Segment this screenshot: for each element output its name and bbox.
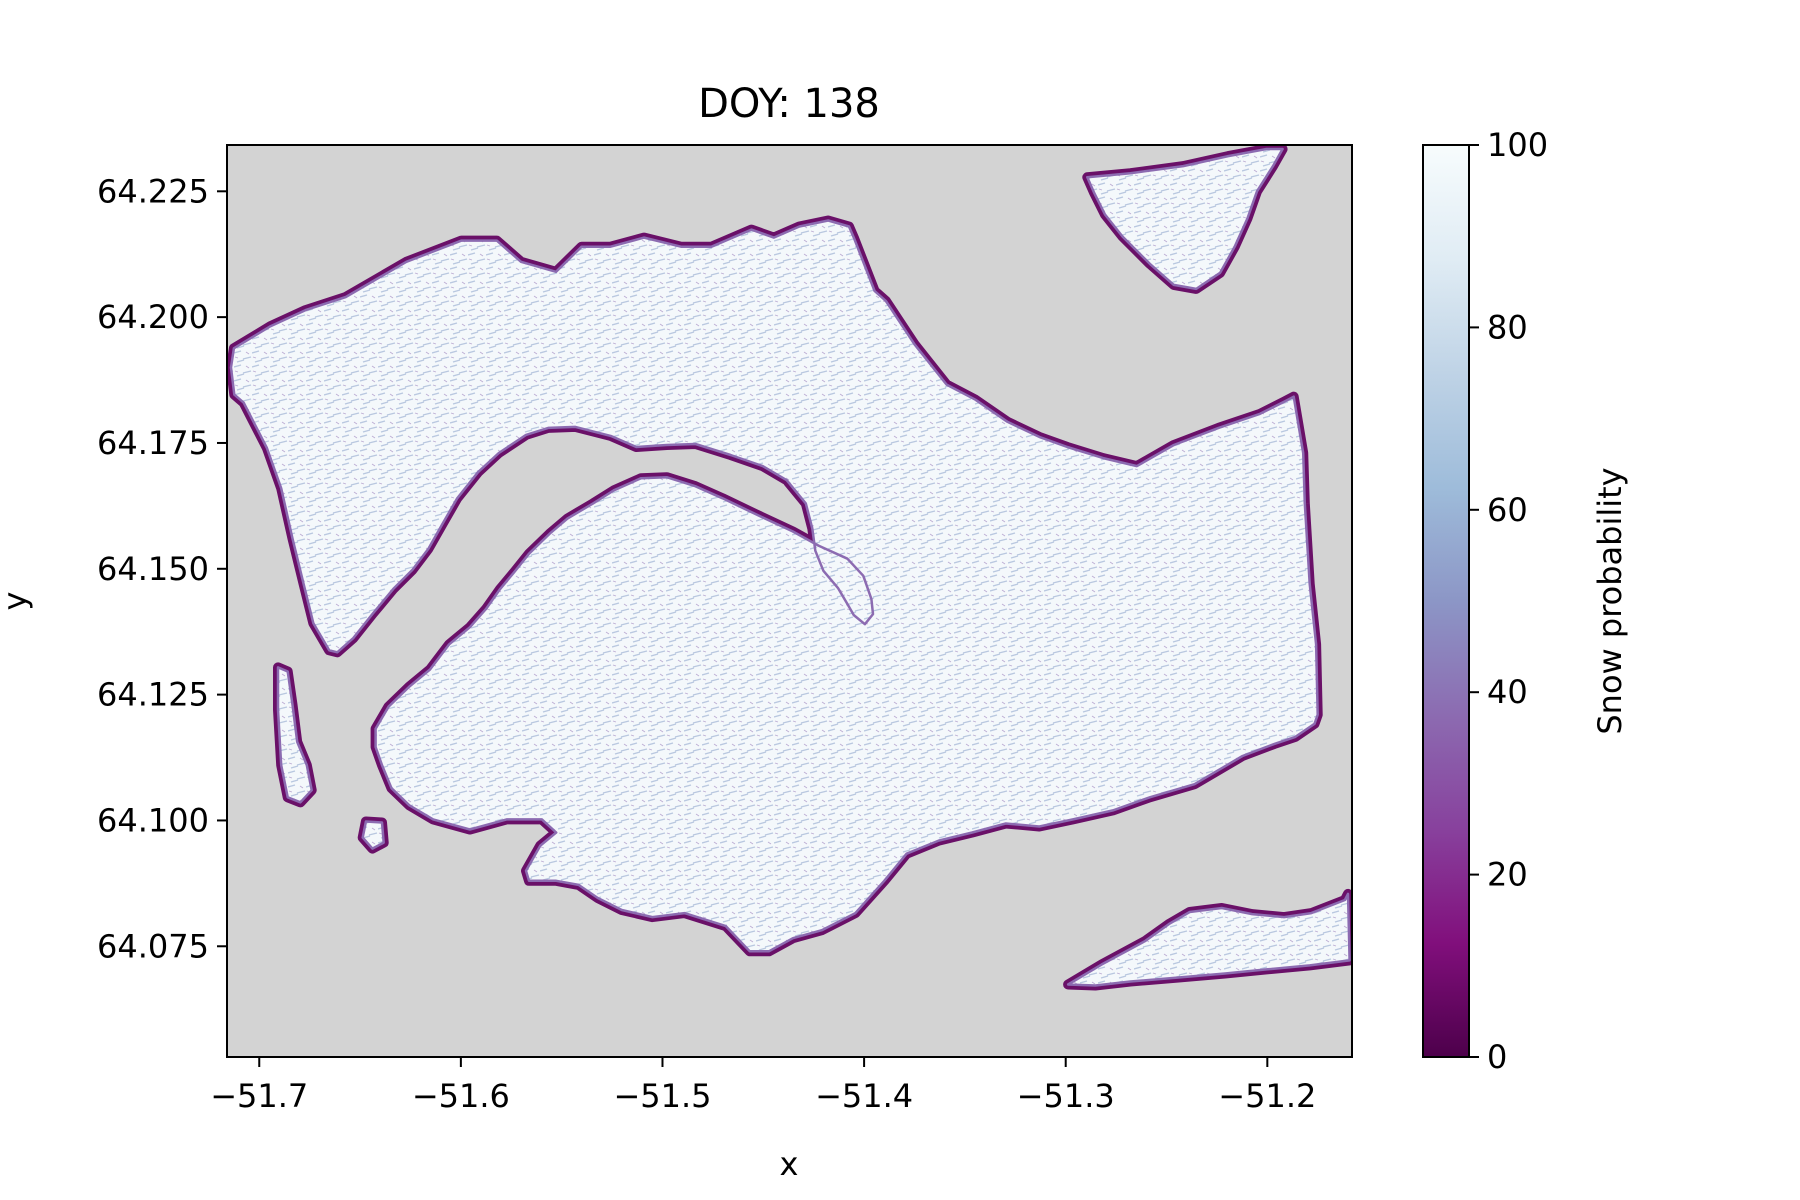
x-axis: −51.7 −51.6 −51.5 −51.4 −51.3 −51.2 — [210, 1057, 1316, 1115]
x-tick-label: −51.4 — [815, 1077, 913, 1115]
y-tick-label: 64.100 — [97, 801, 209, 839]
x-tick-label: −51.3 — [1017, 1077, 1115, 1115]
colorbar-tick-label: 0 — [1487, 1038, 1507, 1076]
x-axis-label: x — [780, 1145, 799, 1183]
map-region-0 — [227, 215, 1323, 957]
region-snow-cover — [229, 219, 1319, 953]
region-snow-cover — [276, 666, 313, 804]
y-tick-label: 64.200 — [97, 298, 209, 336]
plot-frame — [226, 144, 1353, 1058]
colorbar-label: Snow probability — [1591, 467, 1629, 734]
map-region-4 — [357, 816, 389, 854]
x-tick-label: −51.7 — [210, 1077, 308, 1115]
colorbar-tick-label: 60 — [1487, 491, 1528, 529]
y-tick-label: 64.125 — [97, 676, 209, 714]
y-tick-label: 64.075 — [97, 927, 209, 965]
colorbar-tick-label: 100 — [1487, 126, 1548, 164]
region-snow-cover — [1066, 892, 1351, 987]
chart-title: DOY: 138 — [698, 81, 880, 127]
map-region-3 — [273, 662, 317, 808]
y-axis: 64.075 64.100 64.125 64.150 64.175 64.200 64.2… — [97, 172, 227, 965]
y-tick-label: 64.175 — [97, 424, 209, 462]
map-region-1 — [1082, 145, 1288, 294]
map-regions — [227, 145, 1352, 991]
x-tick-label: −51.5 — [613, 1077, 711, 1115]
y-axis-label: y — [0, 592, 34, 611]
colorbar — [1422, 144, 1470, 1058]
y-tick-label: 64.150 — [97, 550, 209, 588]
colorbar-axis: 0 20 40 60 80 100 — [1469, 126, 1548, 1076]
x-tick-label: −51.2 — [1218, 1077, 1316, 1115]
colorbar-tick-label: 80 — [1487, 308, 1528, 346]
x-tick-label: −51.6 — [412, 1077, 510, 1115]
map-region-2 — [1063, 888, 1352, 991]
region-snow-cover — [361, 820, 385, 850]
y-tick-label: 64.225 — [97, 172, 209, 210]
colorbar-tick-label: 20 — [1487, 856, 1528, 894]
colorbar-tick-label: 40 — [1487, 673, 1528, 711]
region-snow-cover — [1086, 147, 1284, 291]
